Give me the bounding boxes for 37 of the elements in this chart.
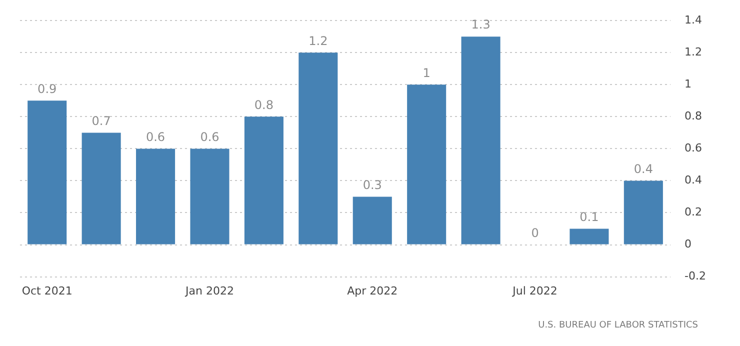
bar xyxy=(461,36,500,244)
x-tick-label: Jan 2022 xyxy=(184,284,234,298)
data-label: 0.9 xyxy=(38,82,57,96)
bar xyxy=(407,84,446,244)
data-label: 0.1 xyxy=(580,210,599,224)
y-tick-label: 0 xyxy=(684,238,692,251)
y-tick-label: 0.4 xyxy=(684,174,702,187)
y-tick-label: 1 xyxy=(684,78,692,91)
data-label: 1.3 xyxy=(471,18,490,32)
y-tick-label: 0.8 xyxy=(684,110,702,123)
y-tick-label: -0.2 xyxy=(684,270,706,283)
bar xyxy=(624,180,663,244)
data-label: 1 xyxy=(422,66,430,80)
y-tick-label: 1.4 xyxy=(684,13,702,26)
data-label: 0.6 xyxy=(146,130,166,144)
bar xyxy=(28,100,67,244)
x-tick-label: Oct 2021 xyxy=(22,284,72,298)
bar xyxy=(298,52,338,244)
bar xyxy=(136,148,176,244)
data-label: 0.8 xyxy=(254,98,274,112)
data-label: 1.2 xyxy=(308,34,328,48)
data-label: 0.3 xyxy=(362,178,382,192)
data-label: 0.7 xyxy=(92,114,111,128)
data-label: 0.6 xyxy=(200,130,220,144)
bar xyxy=(244,116,284,244)
bar xyxy=(352,196,392,244)
data-label: 0.4 xyxy=(634,162,653,176)
text: U.S. BUREAU OF LABOR STATISTICS xyxy=(538,320,698,330)
bar xyxy=(190,148,230,244)
bar xyxy=(570,228,609,244)
bar xyxy=(82,132,121,244)
x-tick-label: Jul 2022 xyxy=(512,284,558,298)
y-tick-label: 0.6 xyxy=(684,142,702,155)
y-tick-label: 1.2 xyxy=(684,45,702,58)
x-tick-label: Apr 2022 xyxy=(347,284,398,298)
y-tick-label: 0.2 xyxy=(684,206,702,219)
data-label: 0 xyxy=(531,226,539,240)
